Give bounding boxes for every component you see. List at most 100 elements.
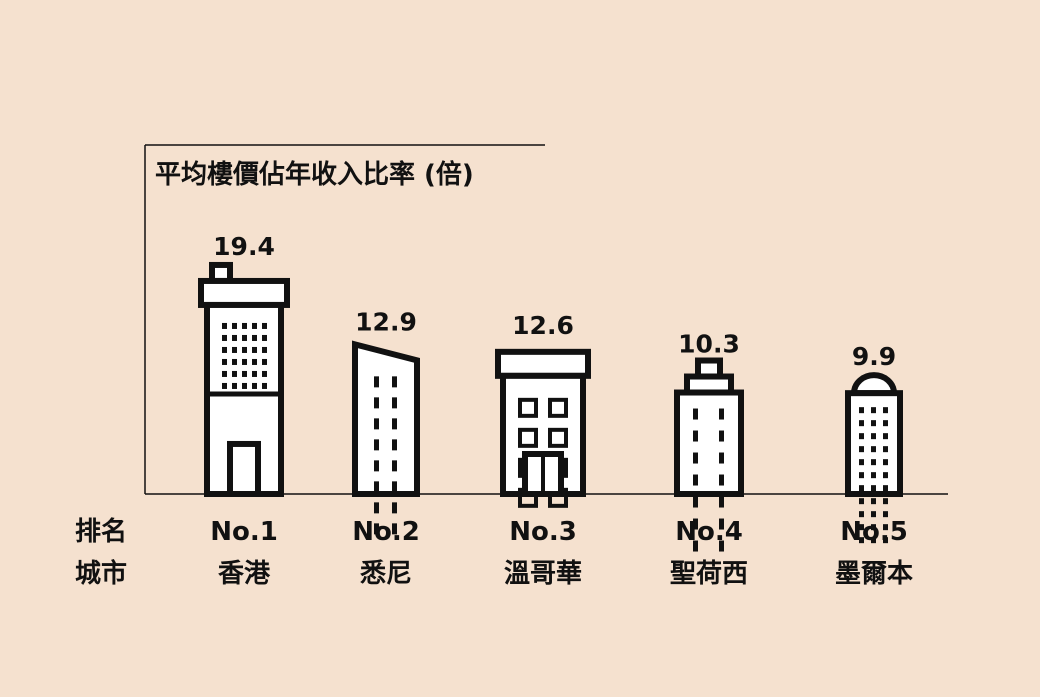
window [859,446,864,453]
window [518,427,538,448]
chart-title: 平均樓價佔年收入比率 (倍) [155,159,474,190]
city-label-1: 香港 [218,559,271,589]
window [859,537,864,544]
building-door [227,440,261,497]
window [548,427,568,448]
window [222,382,227,389]
window [232,334,237,341]
window [252,358,257,365]
window [222,370,227,377]
window [262,358,267,365]
window [883,472,888,479]
window [719,430,724,442]
bar-building-5 [845,372,903,544]
window [252,334,257,341]
window [693,474,698,486]
window [374,481,379,493]
window [262,370,267,377]
value-label-3: 12.6 [512,311,574,340]
window [242,334,247,341]
window [374,523,379,535]
city-label-3: 溫哥華 [504,559,582,589]
window [883,498,888,505]
window [693,452,698,464]
window [871,485,876,492]
building-body [674,389,744,497]
building-body [352,340,420,497]
window [392,523,397,535]
window [859,433,864,440]
window [883,537,888,544]
window [883,524,888,531]
window [374,439,379,451]
window [232,382,237,389]
window [859,485,864,492]
window [859,459,864,466]
window [719,518,724,530]
window [232,370,237,377]
window [883,420,888,427]
window [871,472,876,479]
window [871,537,876,544]
window [392,502,397,514]
bar-building-2 [352,340,420,535]
window [693,518,698,530]
window [871,407,876,414]
window [392,397,397,409]
window [222,346,227,353]
window [374,418,379,430]
window [232,346,237,353]
window [222,322,227,329]
window [392,439,397,451]
city-label-4: 聖荷西 [670,559,748,589]
rank-label-3: No.3 [509,517,577,547]
bar-building-4 [674,357,744,552]
window [222,334,227,341]
window [883,446,888,453]
window [693,540,698,552]
value-label-1: 19.4 [213,232,275,261]
rank-label-5: No.5 [840,517,908,547]
window [719,408,724,420]
window [883,459,888,466]
window [242,370,247,377]
window [693,408,698,420]
window [719,474,724,486]
bars-group: 19.4 No.1 香港 12.9 No.2 悉尼 12.6 No.3 溫哥華 10.3 No.4 聖… [198,232,913,589]
value-label-2: 12.9 [355,307,417,336]
window [374,460,379,472]
window [871,433,876,440]
window [262,346,267,353]
window [392,376,397,388]
rank-label-1: No.1 [210,517,278,547]
window [693,496,698,508]
window [871,511,876,518]
window [242,382,247,389]
window [859,511,864,518]
value-label-5: 9.9 [852,342,896,371]
window [859,407,864,414]
value-label-4: 10.3 [678,330,740,359]
window [871,459,876,466]
window [871,420,876,427]
rank-label-2: No.2 [352,517,420,547]
window [871,498,876,505]
window [262,322,267,329]
building-dome [850,372,898,397]
city-label-5: 墨爾本 [835,559,913,589]
window [374,502,379,514]
window [518,397,538,418]
window [242,322,247,329]
city-label-2: 悉尼 [360,559,412,589]
bar-building-3 [495,348,591,508]
window [252,370,257,377]
window [222,358,227,365]
building-roof [198,277,290,308]
window [883,485,888,492]
window [871,446,876,453]
window [719,452,724,464]
window [859,420,864,427]
window [859,472,864,479]
